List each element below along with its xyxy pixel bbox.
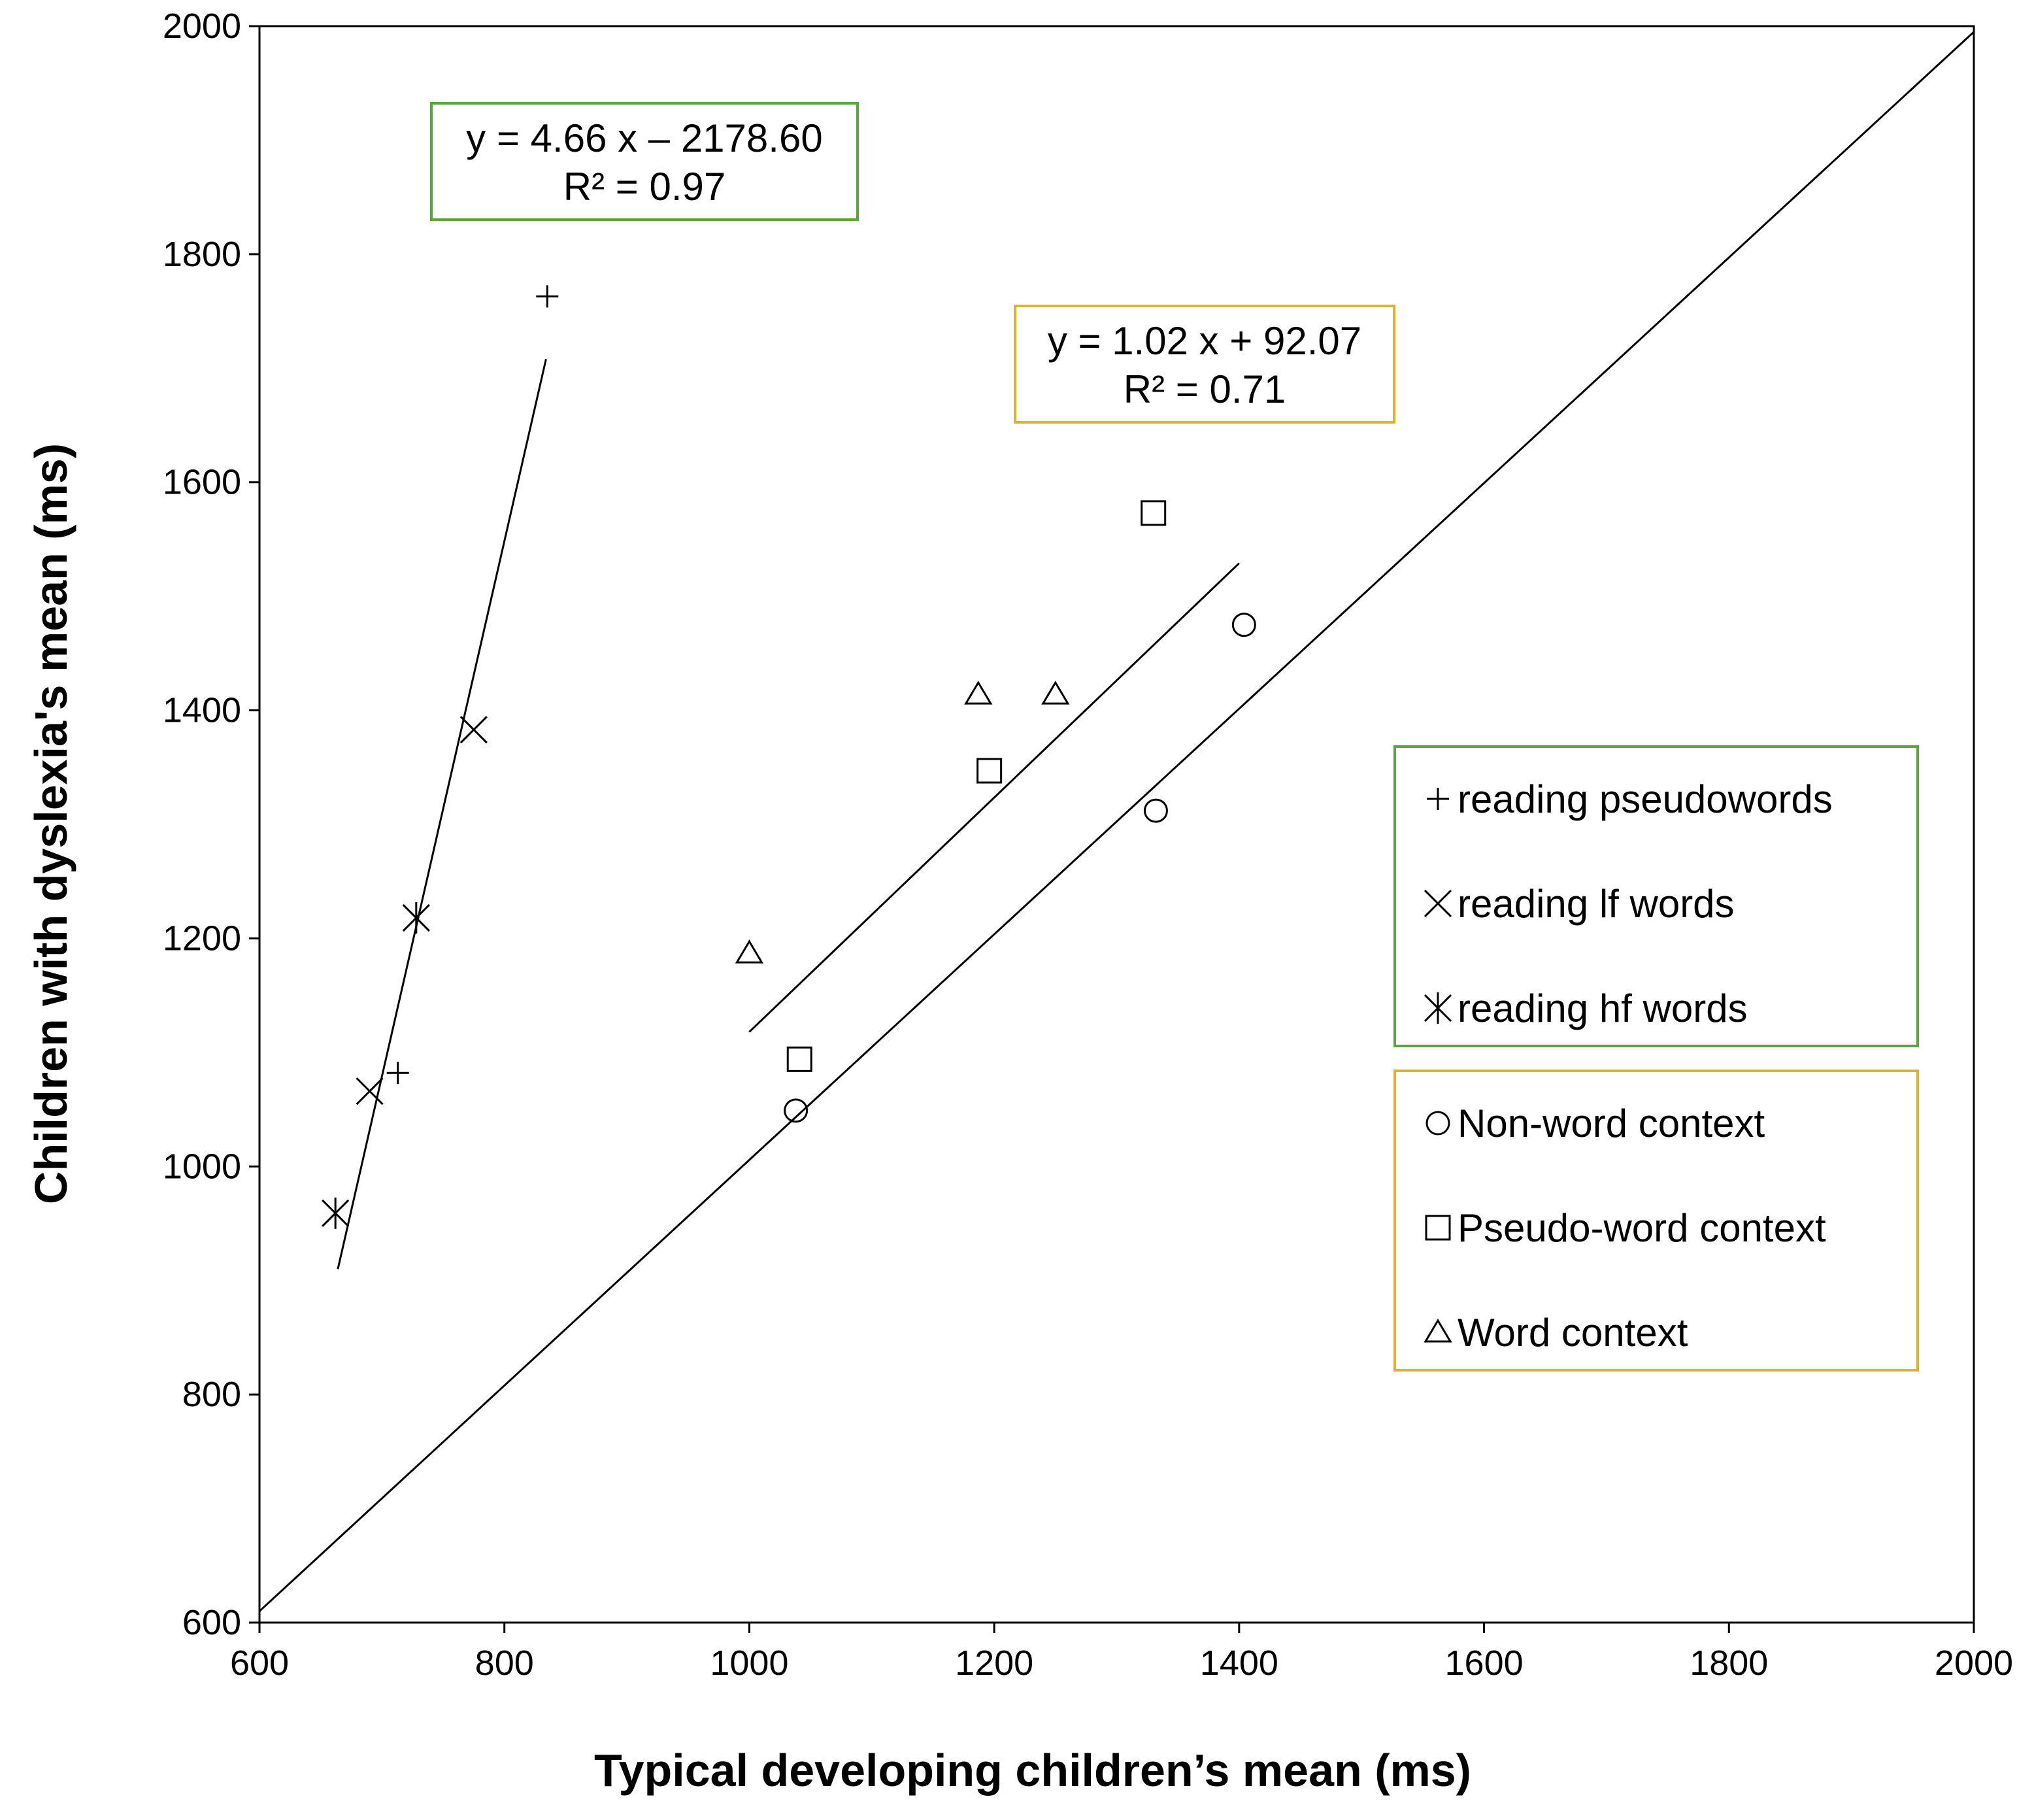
reading-equation-box: y = 4.66 x – 2178.60 R² = 0.97 (430, 102, 859, 221)
data-point-word-context (1041, 681, 1070, 705)
x-tick-label: 800 (475, 1643, 534, 1683)
x-tick-label: 1000 (710, 1643, 788, 1683)
data-point-word-context-shape (964, 681, 993, 705)
data-point-reading-lf-words-stroke (356, 1077, 384, 1105)
data-point-word-context-shape (1041, 681, 1070, 705)
data-point-word-context (964, 681, 993, 705)
legend-border-reading (1393, 745, 1919, 1047)
data-point-reading-pseudowords (386, 1062, 409, 1085)
legend-border-context (1393, 1070, 1919, 1372)
legend-marker-reading-lf-words-stroke (1424, 889, 1452, 918)
y-tick-label: 600 (182, 1603, 241, 1642)
y-axis-title: Children with dyslexia's mean (ms) (25, 443, 76, 1204)
reading-fit-line (337, 358, 547, 1270)
y-tick-label: 800 (182, 1375, 241, 1414)
x-tick-label: 1800 (1690, 1643, 1768, 1683)
data-point-non-word-context-shape (784, 1098, 809, 1123)
data-point-word-context-shape (735, 939, 764, 964)
data-point-non-word-context (784, 1098, 809, 1123)
y-tick-label: 1400 (163, 691, 241, 730)
y-tick-label: 2000 (163, 7, 241, 46)
legend-marker-pseudo-word-context-shape (1425, 1215, 1451, 1241)
legend-label: Non-word context (1458, 1102, 1765, 1145)
legend-item-pseudo-word-context: Pseudo-word context (1425, 1206, 1826, 1250)
x-axis-title: Typical developing children’s mean (ms) (594, 1745, 1471, 1796)
reading-equation-text: y = 4.66 x – 2178.60 (466, 116, 822, 160)
annotations-layer: y = 4.66 x – 2178.60 R² = 0.97 y = 1.02 x … (430, 102, 1395, 424)
data-point-word-context (735, 939, 764, 964)
context-equation-border (1014, 305, 1395, 424)
series-reading-hf-words (322, 902, 430, 1229)
context-equation-text: R² = 0.71 (1124, 367, 1286, 411)
data-point-pseudo-word-context (786, 1046, 812, 1072)
legend-box-reading: reading pseudowords reading lf words readi… (1393, 745, 1919, 1047)
data-point-pseudo-word-context (1141, 500, 1167, 526)
reading-equation-border (430, 102, 859, 221)
data-point-reading-hf-words (322, 1197, 350, 1229)
plot-area-frame (258, 25, 1975, 1624)
identity-line (258, 31, 1975, 1612)
legend-label: Pseudo-word context (1458, 1206, 1826, 1250)
data-point-pseudo-word-context (976, 758, 1003, 784)
legend: reading pseudowords reading lf words readi… (1393, 745, 1919, 1372)
legend-item-non-word-context: Non-word context (1425, 1102, 1765, 1145)
data-point-non-word-context-shape (1231, 613, 1256, 637)
x-tick-label: 1400 (1200, 1643, 1278, 1683)
data-point-pseudo-word-context-shape (1141, 500, 1167, 526)
lines-layer (258, 31, 1975, 1612)
data-point-non-word-context-shape (1143, 798, 1168, 823)
x-tick-label: 1600 (1445, 1643, 1524, 1683)
series-reading-lf-words (356, 716, 488, 1105)
legend-label: reading pseudowords (1458, 777, 1833, 821)
legend-marker-reading-hf-words (1424, 992, 1452, 1024)
data-point-reading-pseudowords (536, 285, 559, 308)
legend-marker-non-word-context-shape (1425, 1111, 1450, 1136)
ticks-layer: 600 800 1000 1200 1400 1600 1800 2000 600 800 1000… (163, 7, 2013, 1683)
legend-item-word-context: Word context (1424, 1311, 1688, 1355)
series-reading-pseudowords (386, 285, 559, 1085)
legend-label: reading lf words (1458, 882, 1735, 926)
legend-marker-reading-lf-words (1424, 889, 1452, 918)
data-point-reading-lf-words (356, 1077, 384, 1105)
legend-box-context: Non-word context Pseudo-word context Word … (1393, 1070, 1919, 1372)
y-tick-label: 1200 (163, 918, 241, 958)
context-equation-text: y = 1.02 x + 92.07 (1048, 319, 1361, 363)
y-tick-label: 1000 (163, 1147, 241, 1186)
points-layer (322, 285, 1256, 1229)
series-pseudo-word-context (786, 500, 1167, 1072)
legend-item-reading-pseudowords: reading pseudowords (1427, 777, 1833, 821)
series-non-word-context (784, 613, 1256, 1123)
legend-marker-non-word-context (1425, 1111, 1450, 1136)
x-tick-label: 600 (230, 1643, 289, 1683)
y-tick-label: 1800 (163, 235, 241, 274)
data-point-pseudo-word-context-shape (976, 758, 1003, 784)
data-point-reading-lf-words (459, 716, 488, 744)
series-word-context (735, 681, 1070, 964)
data-point-non-word-context (1231, 613, 1256, 637)
legend-marker-pseudo-word-context (1425, 1215, 1451, 1241)
legend-label: Word context (1458, 1311, 1688, 1355)
legend-marker-word-context-shape (1424, 1319, 1452, 1343)
legend-marker-word-context (1424, 1319, 1452, 1343)
legend-marker-reading-pseudowords (1427, 788, 1449, 810)
reading-equation-text: R² = 0.97 (563, 165, 725, 209)
legend-item-reading-lf-words: reading lf words (1424, 882, 1735, 926)
data-point-pseudo-word-context-shape (786, 1046, 812, 1072)
x-tick-label: 2000 (1935, 1643, 2013, 1683)
data-point-non-word-context (1143, 798, 1168, 823)
legend-item-reading-hf-words: reading hf words (1424, 986, 1748, 1030)
y-tick-label: 1600 (163, 463, 241, 502)
data-point-reading-hf-words (402, 902, 430, 934)
context-fit-line (748, 562, 1240, 1033)
x-tick-label: 1200 (955, 1643, 1033, 1683)
data-point-reading-lf-words-stroke (459, 716, 488, 744)
legend-label: reading hf words (1458, 986, 1748, 1030)
